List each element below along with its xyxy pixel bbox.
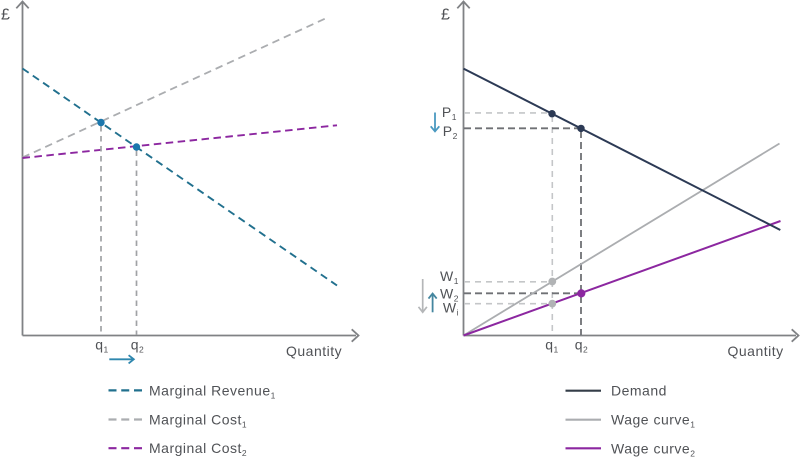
svg-text:Quantity: Quantity — [728, 343, 784, 359]
svg-text:Wi: Wi — [443, 299, 459, 317]
svg-text:Quantity: Quantity — [286, 343, 342, 359]
svg-text:Marginal Cost2: Marginal Cost2 — [149, 440, 247, 458]
svg-text:Marginal Cost1: Marginal Cost1 — [149, 412, 247, 430]
svg-text:£: £ — [441, 7, 450, 24]
svg-text:£: £ — [1, 7, 10, 24]
svg-text:Demand: Demand — [611, 383, 667, 399]
svg-text:Wage curve1: Wage curve1 — [611, 412, 695, 430]
svg-text:Marginal Revenue1: Marginal Revenue1 — [149, 382, 276, 400]
svg-text:Wage curve2: Wage curve2 — [611, 440, 695, 458]
